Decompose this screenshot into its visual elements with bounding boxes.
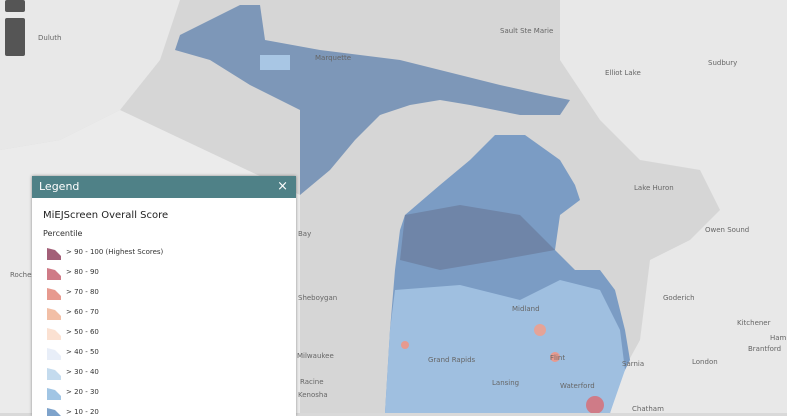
legend-subtitle: Percentile xyxy=(43,229,83,238)
legend-label: > 80 - 90 xyxy=(66,268,99,276)
place-label: Racine xyxy=(300,378,324,386)
place-label: Brantford xyxy=(748,345,781,353)
legend-panel: Legend × MiEJScreen Overall Score Percent… xyxy=(32,176,296,416)
place-label: Kenosha xyxy=(298,391,328,399)
patch xyxy=(534,324,546,336)
legend-swatch xyxy=(47,328,61,340)
legend-item: > 80 - 90 xyxy=(46,264,296,284)
place-label: Lake Huron xyxy=(634,184,674,192)
place-label: Sheboygan xyxy=(298,294,337,302)
place-label: Sudbury xyxy=(708,59,737,67)
locate-button[interactable] xyxy=(5,0,25,12)
legend-label: > 10 - 20 xyxy=(66,408,99,416)
close-button[interactable]: × xyxy=(277,179,288,194)
patch xyxy=(550,352,560,362)
patch xyxy=(260,55,290,70)
layer-title: MiEJScreen Overall Score xyxy=(43,210,169,221)
legend-item: > 50 - 60 xyxy=(46,324,296,344)
north-region xyxy=(400,205,555,270)
nav-buttons[interactable] xyxy=(5,18,25,56)
swatch-shape xyxy=(47,248,61,260)
place-label: Goderich xyxy=(663,294,695,302)
legend-swatch xyxy=(47,348,61,360)
legend-swatch xyxy=(47,288,61,300)
legend-label: > 30 - 40 xyxy=(66,368,99,376)
legend-label: > 20 - 30 xyxy=(66,388,99,396)
legend-item: > 30 - 40 xyxy=(46,364,296,384)
patch xyxy=(586,396,604,413)
swatch-shape xyxy=(47,408,61,416)
swatch-shape xyxy=(47,388,61,400)
legend-label: > 60 - 70 xyxy=(66,308,99,316)
swatch-shape xyxy=(47,288,61,300)
legend-item: > 10 - 20 xyxy=(46,404,296,416)
place-label: Ham xyxy=(770,334,787,342)
place-label: Grand Rapids xyxy=(428,356,476,364)
legend-item: > 40 - 50 xyxy=(46,344,296,364)
patch xyxy=(401,341,409,349)
place-label: Kitchener xyxy=(737,319,771,327)
swatch-shape xyxy=(47,268,61,280)
legend-items: > 90 - 100 (Highest Scores) > 80 - 90 > 70… xyxy=(32,244,296,416)
place-label: Bay xyxy=(298,230,311,238)
place-label: London xyxy=(692,358,718,366)
place-label: Sarnia xyxy=(622,360,644,368)
land-ontario xyxy=(560,0,787,413)
place-label: Flint xyxy=(550,354,565,362)
swatch-shape xyxy=(47,308,61,320)
place-label: Marquette xyxy=(315,54,351,62)
place-label: Midland xyxy=(512,305,540,313)
legend-title: Legend xyxy=(39,180,80,193)
legend-label: > 70 - 80 xyxy=(66,288,99,296)
legend-swatch xyxy=(47,268,61,280)
legend-header: Legend × xyxy=(32,176,296,198)
upper-peninsula xyxy=(175,5,570,195)
legend-item: > 20 - 30 xyxy=(46,384,296,404)
legend-swatch xyxy=(47,368,61,380)
place-label: Duluth xyxy=(38,34,61,42)
place-label: Sault Ste Marie xyxy=(500,27,553,35)
legend-item: > 90 - 100 (Highest Scores) xyxy=(46,244,296,264)
place-label: Owen Sound xyxy=(705,226,749,234)
legend-label: > 90 - 100 (Highest Scores) xyxy=(66,248,164,256)
swatch-shape xyxy=(47,328,61,340)
place-label: Waterford xyxy=(560,382,595,390)
swatch-shape xyxy=(47,348,61,360)
place-label: Chatham xyxy=(632,405,664,413)
legend-label: > 50 - 60 xyxy=(66,328,99,336)
legend-item: > 70 - 80 xyxy=(46,284,296,304)
legend-swatch xyxy=(47,388,61,400)
place-label: Lansing xyxy=(492,379,519,387)
place-label: Milwaukee xyxy=(297,352,334,360)
swatch-shape xyxy=(47,368,61,380)
legend-swatch xyxy=(47,308,61,320)
legend-item: > 60 - 70 xyxy=(46,304,296,324)
legend-swatch xyxy=(47,408,61,416)
land-west xyxy=(0,0,180,150)
legend-label: > 40 - 50 xyxy=(66,348,99,356)
place-label: Elliot Lake xyxy=(605,69,641,77)
legend-swatch xyxy=(47,248,61,260)
south-region xyxy=(385,280,625,413)
place-label: Rochester xyxy=(10,271,45,279)
